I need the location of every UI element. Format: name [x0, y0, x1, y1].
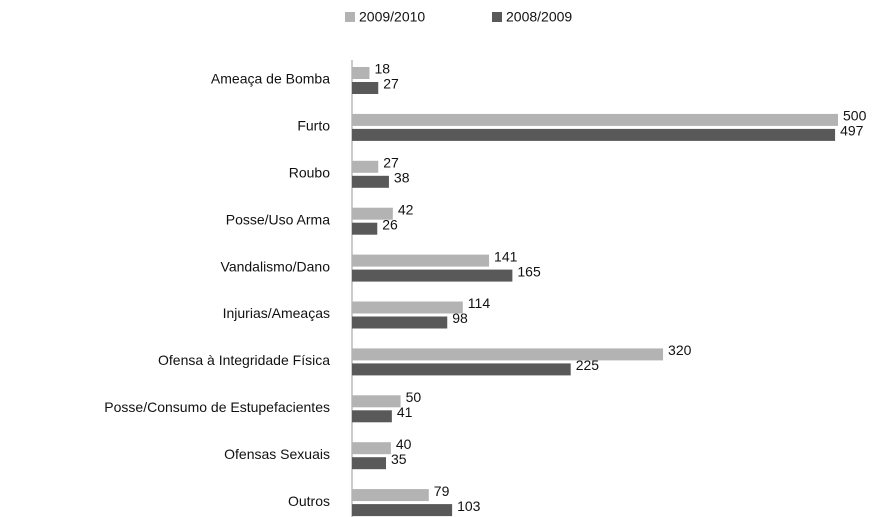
value-label: 27: [383, 76, 399, 92]
bar: [352, 113, 838, 126]
bar: [352, 489, 429, 502]
category-label: Roubo: [289, 165, 330, 181]
bar: [352, 457, 387, 470]
bar: [352, 504, 453, 517]
bar: [352, 316, 448, 329]
category-label: Outros: [288, 493, 330, 509]
value-label: 41: [397, 404, 413, 420]
legend-label: 2009/2010: [359, 9, 425, 25]
value-label: 40: [396, 436, 412, 452]
value-label: 27: [383, 155, 399, 171]
bar: [352, 67, 370, 79]
value-label: 165: [517, 263, 541, 279]
bar: [352, 160, 379, 173]
value-label: 114: [468, 295, 491, 311]
bar: [352, 301, 463, 314]
value-label: 320: [668, 342, 692, 358]
value-label: 18: [374, 61, 390, 77]
category-label: Injurias/Ameaças: [223, 305, 330, 321]
value-label: 98: [452, 310, 468, 326]
value-label: 497: [840, 123, 864, 139]
value-label: 42: [398, 201, 414, 217]
bar: [352, 207, 393, 220]
bar: [352, 269, 513, 282]
category-label: Ameaça de Bomba: [211, 71, 330, 87]
category-label: Furto: [297, 118, 330, 134]
value-label: 50: [406, 389, 422, 405]
category-label: Vandalismo/Dano: [221, 258, 331, 274]
bar: [352, 410, 392, 423]
bar: [352, 348, 664, 361]
value-label: 103: [457, 498, 481, 514]
category-label: Posse/Uso Arma: [226, 211, 330, 227]
legend-swatch: [492, 12, 502, 22]
value-label: 141: [494, 248, 518, 264]
bar: [352, 395, 401, 408]
value-label: 38: [394, 170, 410, 186]
value-label: 26: [382, 216, 398, 232]
bar: [352, 442, 391, 455]
bar: [352, 363, 571, 376]
bar: [352, 82, 379, 94]
bar: [352, 175, 389, 188]
value-label: 79: [434, 483, 450, 499]
value-label: 500: [843, 108, 867, 124]
category-label: Ofensas Sexuais: [224, 446, 330, 462]
value-label: 35: [391, 451, 407, 467]
category-label: Ofensa à Integridade Física: [158, 352, 330, 368]
category-label: Posse/Consumo de Estupefacientes: [104, 399, 330, 415]
bar: [352, 254, 490, 267]
value-label: 225: [576, 357, 600, 373]
bar: [352, 128, 836, 141]
legend-swatch: [345, 12, 355, 22]
legend-label: 2008/2009: [506, 9, 572, 25]
bar: [352, 222, 378, 235]
